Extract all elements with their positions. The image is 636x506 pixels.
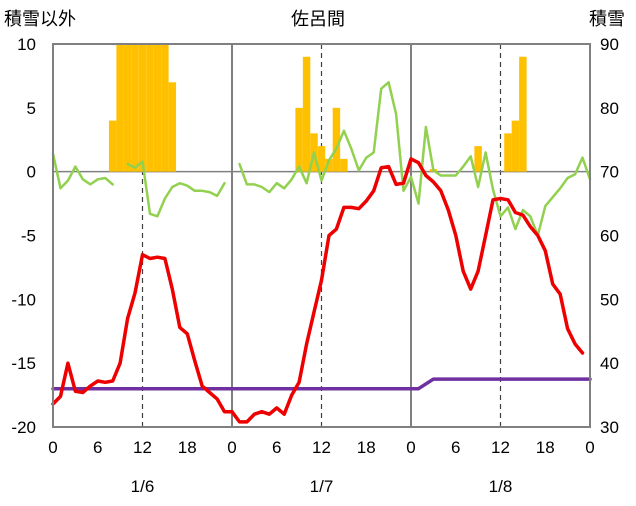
precip-bar-20 [519,56,527,172]
precipitation-bars [108,44,527,172]
precip-bar-7 [161,44,169,172]
right-y-tick-1: 80 [600,99,619,118]
x-tick-0: 0 [48,438,57,457]
snow-depth-line [51,377,592,391]
x-tick-1: 6 [93,438,102,457]
plot-frame [52,43,591,428]
left-y-tick-2: 0 [27,163,36,182]
precip-bar-5 [146,44,154,172]
x-tick-12: 0 [585,438,594,457]
right-y-tick-2: 70 [600,163,619,182]
precip-bar-9 [295,107,303,172]
left-y-tick-4: -10 [11,290,36,309]
precip-bar-6 [153,44,162,172]
left-y-tick-1: 5 [27,99,36,118]
x-tick-7: 18 [357,438,376,457]
left-y-tick-3: -5 [21,227,36,246]
precip-bar-12 [317,146,326,172]
precip-bar-14 [332,107,341,172]
precip-bar-4 [138,44,147,172]
series-lines [51,81,592,424]
precip-bar-8 [168,82,177,172]
precip-bar-3 [131,44,139,172]
day-label-0: 1/6 [131,477,155,496]
temperature-line [51,157,585,424]
right-y-tick-4: 50 [600,290,619,309]
x-tick-11: 18 [536,438,555,457]
plot-border [52,43,591,428]
left-axis-header: 積雪以外 [4,9,76,29]
day-label-2: 1/8 [489,477,513,496]
wind-line [51,81,592,237]
precip-bar-19 [511,120,520,172]
day-label-1: 1/7 [310,477,334,496]
x-tick-8: 0 [406,438,415,457]
precip-bar-0 [108,120,117,172]
precip-bar-15 [340,158,348,172]
precip-bar-13 [325,158,333,172]
x-tick-9: 6 [451,438,460,457]
right-y-tick-6: 30 [600,418,619,437]
right-y-tick-5: 40 [600,354,619,373]
precip-bar-10 [302,56,311,172]
precip-bar-1 [116,44,124,172]
right-y-tick-3: 60 [600,227,619,246]
x-tick-4: 0 [227,438,236,457]
x-tick-5: 6 [272,438,281,457]
x-tick-2: 12 [133,438,152,457]
precip-bar-18 [504,133,512,172]
chart-title: 佐呂間 [291,9,345,29]
left-y-tick-6: -20 [11,418,36,437]
precip-bar-17 [474,146,482,172]
x-tick-6: 12 [312,438,331,457]
x-tick-10: 12 [491,438,510,457]
left-y-tick-5: -15 [11,354,36,373]
left-y-tick-0: 10 [17,35,36,54]
precip-bar-2 [123,44,132,172]
right-axis-header: 積雪 [589,9,625,29]
right-y-tick-0: 90 [600,35,619,54]
x-tick-3: 18 [178,438,197,457]
